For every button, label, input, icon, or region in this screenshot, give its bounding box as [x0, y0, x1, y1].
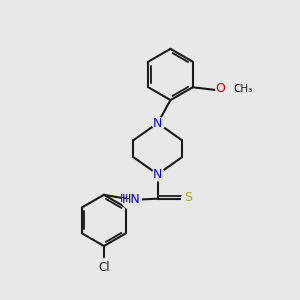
Text: HN: HN	[122, 193, 141, 206]
Text: N: N	[153, 168, 162, 181]
Text: O: O	[215, 82, 225, 95]
Text: CH₃: CH₃	[234, 84, 253, 94]
Text: H: H	[119, 194, 128, 204]
Text: S: S	[184, 191, 192, 204]
Text: N: N	[153, 117, 162, 130]
Text: Cl: Cl	[98, 260, 110, 274]
